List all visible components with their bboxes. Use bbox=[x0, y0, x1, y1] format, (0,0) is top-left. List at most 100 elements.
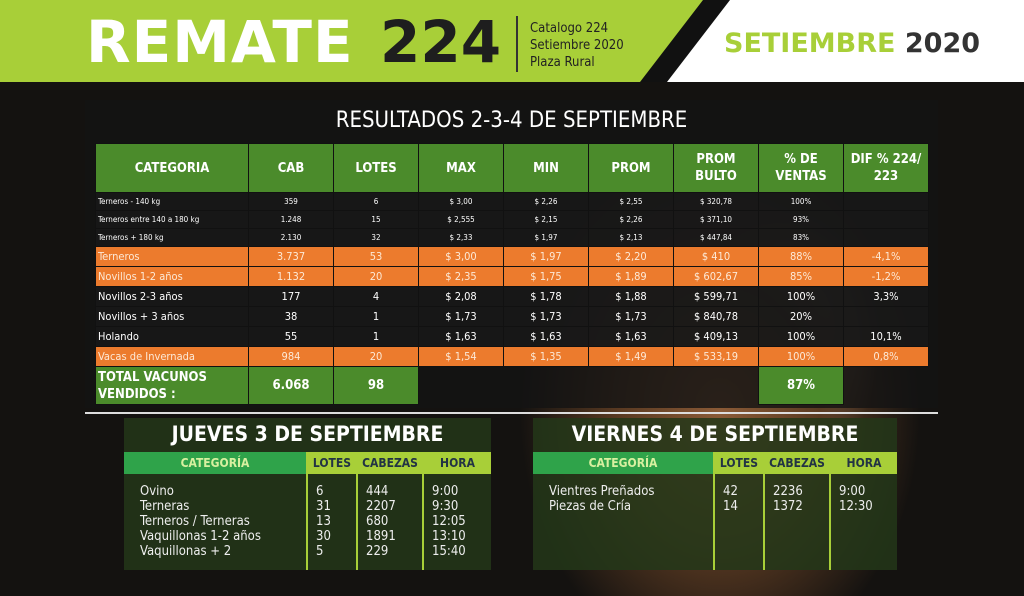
table-cell: $ 2,26 bbox=[588, 210, 674, 229]
schedule-column-categories: Ovino Terneras Terneros / Terneras Vaqui… bbox=[140, 484, 261, 559]
table-cell: 85% bbox=[758, 266, 844, 287]
empty bbox=[589, 367, 674, 405]
table-cell: $ 1,88 bbox=[588, 286, 674, 307]
column-header: CAB bbox=[248, 143, 334, 193]
table-cell: $ 602,67 bbox=[673, 266, 759, 287]
table-cell: $ 447,84 bbox=[673, 228, 759, 247]
results-panel: RESULTADOS 2-3-4 DE SEPTIEMBRE CATEGORIA… bbox=[85, 100, 938, 408]
lime-band bbox=[0, 0, 720, 82]
table-cell: $ 840,78 bbox=[673, 306, 759, 327]
table-cell: 3.737 bbox=[248, 246, 334, 267]
table-cell: 15 bbox=[333, 210, 419, 229]
table-cell: $ 1,73 bbox=[588, 306, 674, 327]
table-cell: Terneros bbox=[95, 246, 249, 267]
table-cell: 100% bbox=[758, 192, 844, 211]
table-cell: Terneros + 180 kg bbox=[95, 228, 249, 247]
empty bbox=[419, 367, 504, 405]
table-cell: $ 533,19 bbox=[673, 346, 759, 367]
title: REMATE bbox=[86, 8, 354, 76]
table-cell: Terneros - 140 kg bbox=[95, 192, 249, 211]
empty bbox=[674, 367, 759, 405]
table-row: Novillos + 3 años 38 1 $ 1,73 $ 1,73 $ 1,73 $ … bbox=[95, 306, 929, 327]
table-cell: $ 1,63 bbox=[418, 326, 504, 347]
table-cell: 1 bbox=[333, 326, 419, 347]
table-cell: $ 2,33 bbox=[418, 228, 504, 247]
table-row: Holando 55 1 $ 1,63 $ 1,63 $ 1,63 $ 409,13 100%… bbox=[95, 326, 929, 347]
table-row: Terneros entre 140 a 180 kg 1.248 15 $ 2,55… bbox=[95, 210, 929, 229]
table-cell: 6 bbox=[333, 192, 419, 211]
table-cell: 20 bbox=[333, 266, 419, 287]
table-cell: $ 320,78 bbox=[673, 192, 759, 211]
table-cell: 20 bbox=[333, 346, 419, 367]
table-cell: $ 1,73 bbox=[503, 306, 589, 327]
total-lotes: 98 bbox=[333, 366, 419, 405]
divider bbox=[829, 452, 831, 570]
day-title: JUEVES 3 DE SEPTIEMBRE bbox=[171, 422, 444, 446]
table-cell: Holando bbox=[95, 326, 249, 347]
schedule-column-categories: Vientres Preñados Piezas de Cría bbox=[549, 484, 655, 514]
table-cell: 3,3% bbox=[843, 286, 929, 307]
table-cell: $ 410 bbox=[673, 246, 759, 267]
table-cell: $ 599,71 bbox=[673, 286, 759, 307]
table-cell: 359 bbox=[248, 192, 334, 211]
day-title: VIERNES 4 DE SEPTIEMBRE bbox=[571, 422, 859, 446]
table-cell: $ 1,89 bbox=[588, 266, 674, 287]
table-cell: $ 2,08 bbox=[418, 286, 504, 307]
schedule-header: CABEZAS bbox=[765, 452, 829, 474]
column-header: CATEGORIA bbox=[95, 143, 249, 193]
table-cell bbox=[843, 210, 929, 229]
catalog-line: Plaza Rural bbox=[530, 55, 595, 70]
table-cell: 32 bbox=[333, 228, 419, 247]
catalog-line: Catalogo 224 bbox=[530, 21, 609, 36]
table-row: Terneros 3.737 53 $ 3,00 $ 1,97 $ 2,20 $ 410 88… bbox=[95, 246, 929, 267]
column-header: LOTES bbox=[333, 143, 419, 193]
table-cell: -1,2% bbox=[843, 266, 929, 287]
table-cell: 100% bbox=[758, 346, 844, 367]
schedule-column-cabezas: 444 2207 680 1891 229 bbox=[366, 484, 396, 559]
table-cell: $ 1,97 bbox=[503, 228, 589, 247]
table-cell: 55 bbox=[248, 326, 334, 347]
table-cell: $ 1,78 bbox=[503, 286, 589, 307]
table-cell: 100% bbox=[758, 286, 844, 307]
table-cell: Terneros entre 140 a 180 kg bbox=[95, 210, 249, 229]
month-label: SETIEMBRE 2020 bbox=[724, 28, 980, 59]
table-cell: 0,8% bbox=[843, 346, 929, 367]
column-header: PROM BULTO bbox=[673, 143, 759, 193]
table-cell: 38 bbox=[248, 306, 334, 327]
total-label: TOTAL VACUNOS VENDIDOS : bbox=[95, 366, 249, 405]
table-cell: 1.248 bbox=[248, 210, 334, 229]
table-cell: 2.130 bbox=[248, 228, 334, 247]
table-cell: $ 1,97 bbox=[503, 246, 589, 267]
table-cell: 177 bbox=[248, 286, 334, 307]
schedule-header: CABEZAS bbox=[358, 452, 422, 474]
total-cab: 6.068 bbox=[248, 366, 334, 405]
column-header: MIN bbox=[503, 143, 589, 193]
table-row: Terneros + 180 kg 2.130 32 $ 2,33 $ 1,97 $ 2,… bbox=[95, 228, 929, 247]
table-cell: -4,1% bbox=[843, 246, 929, 267]
table-cell: $ 2,555 bbox=[418, 210, 504, 229]
schedule-header: LOTES bbox=[715, 452, 763, 474]
thursday-panel: JUEVES 3 DE SEPTIEMBRE CATEGORÍA Ovino Ter… bbox=[124, 418, 491, 570]
table-cell: 1 bbox=[333, 306, 419, 327]
table-cell: 53 bbox=[333, 246, 419, 267]
table-cell: $ 2,13 bbox=[588, 228, 674, 247]
table-cell: $ 1,63 bbox=[588, 326, 674, 347]
schedule-header: CATEGORÍA bbox=[533, 452, 713, 474]
table-cell: Novillos 1-2 años bbox=[95, 266, 249, 287]
column-header: MAX bbox=[418, 143, 504, 193]
auction-number: 224 bbox=[380, 8, 502, 76]
catalog-info: Catalogo 224 Setiembre 2020 Plaza Rural bbox=[530, 20, 624, 71]
table-cell: $ 1,35 bbox=[503, 346, 589, 367]
table-cell: $ 2,55 bbox=[588, 192, 674, 211]
results-table: CATEGORIA CAB LOTES MAX MIN PROM PROM BULTO% D… bbox=[95, 143, 929, 405]
column-header: PROM bbox=[588, 143, 674, 193]
schedule-column-lotes: 6 31 13 30 5 bbox=[316, 484, 331, 559]
schedule-column-cabezas: 2236 1372 bbox=[773, 484, 803, 514]
table-row: Vacas de Invernada 984 20 $ 1,54 $ 1,35 $ 1,4… bbox=[95, 346, 929, 367]
table-cell: $ 371,10 bbox=[673, 210, 759, 229]
schedule-header: CATEGORÍA bbox=[124, 452, 306, 474]
table-cell: $ 2,35 bbox=[418, 266, 504, 287]
table-cell: $ 1,75 bbox=[503, 266, 589, 287]
header-banner: REMATE 224 Catalogo 224 Setiembre 2020 P… bbox=[0, 0, 1024, 82]
table-cell: Novillos + 3 años bbox=[95, 306, 249, 327]
